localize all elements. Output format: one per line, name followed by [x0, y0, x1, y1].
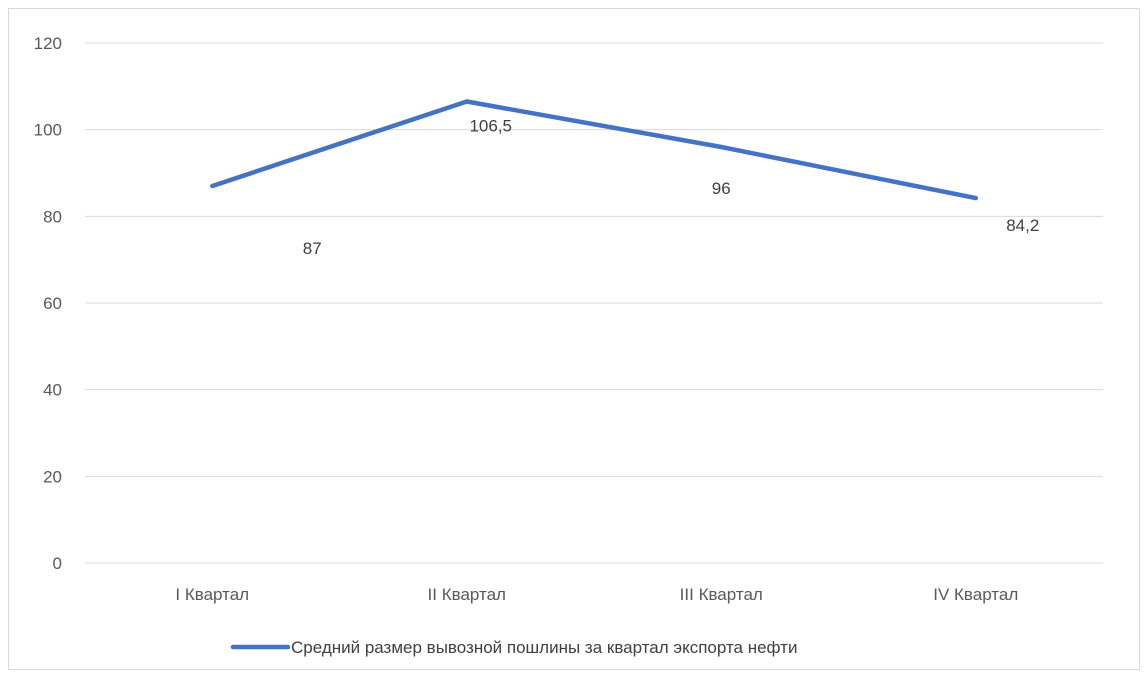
legend-label: Средний размер вывозной пошлины за кварт…	[291, 638, 797, 657]
y-axis-tick-labels: 0 20 40 60 80 100 120	[34, 34, 62, 573]
data-label-3: 96	[712, 179, 731, 198]
x-tick-label-4: IV Квартал	[933, 585, 1018, 604]
data-label-1: 87	[303, 239, 322, 258]
x-tick-label-1: I Квартал	[175, 585, 249, 604]
y-tick-label-20: 20	[43, 467, 62, 486]
data-label-2: 106,5	[469, 117, 512, 136]
x-axis-tick-labels: I Квартал II Квартал III Квартал IV Квартал	[175, 585, 1018, 604]
x-tick-label-3: III Квартал	[680, 585, 763, 604]
data-labels: 87 106,5 96 84,2	[303, 117, 1040, 259]
gridlines	[85, 42, 1103, 564]
series-line-1	[210, 99, 979, 201]
y-tick-label-60: 60	[43, 294, 62, 313]
y-tick-label-80: 80	[43, 207, 62, 226]
y-tick-label-40: 40	[43, 381, 62, 400]
series-layer	[210, 99, 979, 201]
y-tick-label-100: 100	[34, 121, 62, 140]
legend: Средний размер вывозной пошлины за кварт…	[230, 638, 797, 657]
y-tick-label-120: 120	[34, 34, 62, 53]
chart-frame	[8, 8, 1140, 670]
data-label-4: 84,2	[1006, 216, 1039, 235]
y-tick-label-0: 0	[53, 554, 62, 573]
x-tick-label-2: II Квартал	[428, 585, 506, 604]
